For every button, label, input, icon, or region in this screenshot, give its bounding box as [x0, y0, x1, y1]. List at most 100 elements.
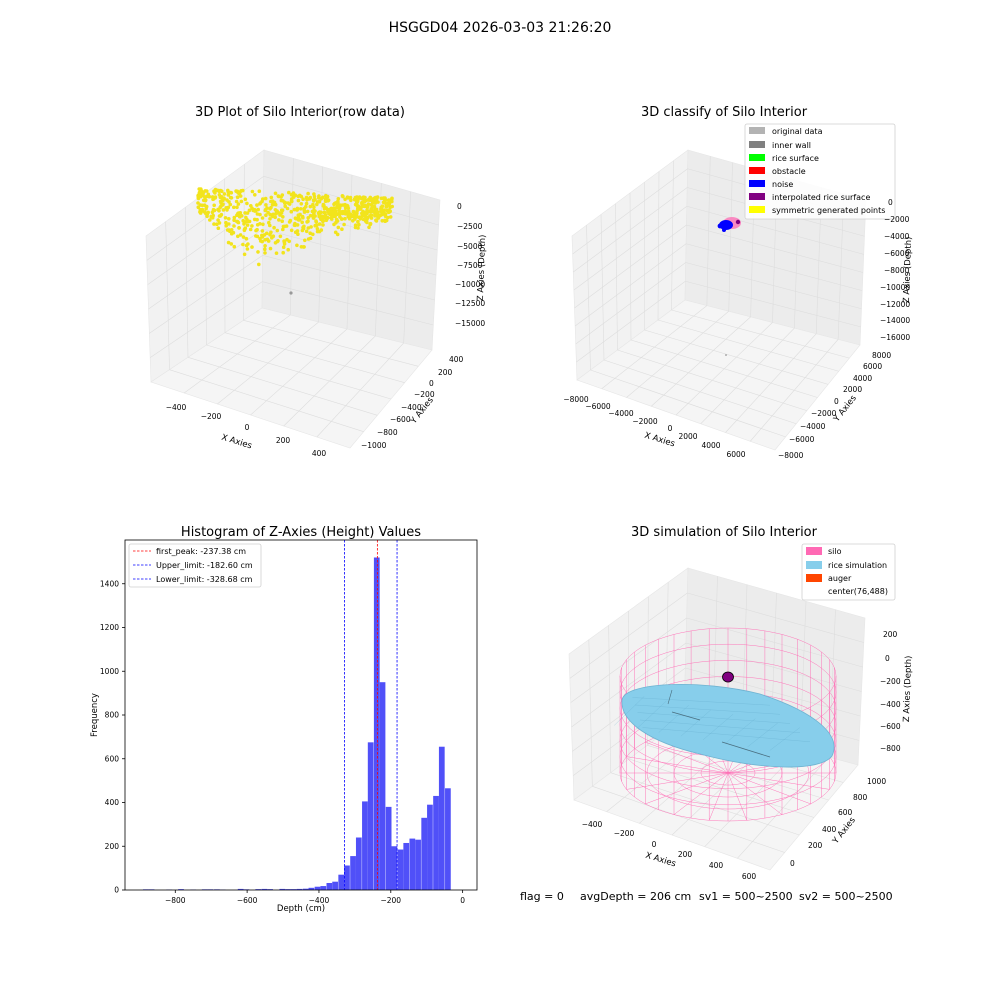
histogram-x-tick-label: −600: [237, 896, 258, 905]
raw-data-point: [220, 203, 225, 207]
raw-data-point: [255, 203, 259, 207]
raw-data-point: [218, 195, 223, 199]
raw-data-point: [242, 252, 247, 257]
raw-data-point: [222, 192, 227, 196]
classify-z-tick: −10000: [880, 283, 910, 292]
raw-z-tick: −10000: [455, 280, 485, 289]
raw-data-point: [236, 202, 241, 206]
raw-y-tick: −600: [390, 415, 411, 424]
classify-x-label: X Axies: [643, 431, 676, 450]
pane-grid-line: [574, 243, 687, 327]
pane-grid-line: [725, 333, 817, 433]
raw-data-point: [276, 239, 280, 243]
raw-data-point: [369, 216, 374, 220]
raw-data-point: [390, 196, 394, 201]
pane-grid-line: [686, 243, 863, 291]
raw-data-point: [228, 190, 233, 195]
histogram-bar: [415, 839, 421, 890]
raw-data-point: [309, 225, 313, 229]
raw-data-point: [260, 233, 264, 238]
raw-data-point: [286, 247, 291, 252]
raw-data-point: [204, 189, 209, 193]
raw-data-point: [225, 198, 229, 202]
raw-data-point: [284, 224, 289, 228]
raw-data-point: [379, 208, 383, 212]
raw-data-point: [246, 242, 250, 246]
raw-data-point: [228, 195, 233, 200]
raw-data-point: [387, 203, 391, 207]
raw-data-point: [239, 199, 244, 204]
classify-x-tick: −4000: [608, 409, 634, 418]
raw-data-point: [244, 236, 249, 241]
silo-wire: [619, 692, 837, 789]
raw-data-point: [201, 191, 205, 195]
raw-data-point: [390, 204, 395, 209]
classify-legend: original data inner wall rice surface ob…: [744, 123, 896, 220]
raw-data-point: [257, 262, 261, 267]
classify-noise-point: [717, 223, 723, 229]
histogram-bar: [421, 817, 428, 890]
raw-data-point: [280, 219, 285, 223]
raw-data-point: [268, 246, 273, 251]
raw-data-point: [305, 220, 309, 224]
raw-data-point: [205, 214, 209, 219]
raw-data-point: [321, 195, 325, 200]
raw-data-point: [299, 202, 304, 206]
raw-data-point: [365, 208, 369, 212]
histogram-y-tick-label: 1200: [100, 623, 119, 632]
raw-data-point: [380, 211, 385, 215]
legend-rice-simulation: rice simulation: [828, 561, 887, 570]
raw-data-point: [289, 209, 294, 214]
raw-data-point: [382, 200, 387, 205]
raw-data-point: [241, 218, 245, 223]
legend-swatch-original: [749, 127, 765, 134]
raw-data-point: [315, 227, 320, 231]
histogram-bar: [320, 886, 327, 890]
raw-data-point: [263, 244, 267, 248]
raw-data-point: [218, 199, 223, 204]
raw-data-point: [250, 189, 255, 194]
raw-data-point: [374, 197, 379, 202]
classify-x-tick: −8000: [563, 395, 589, 404]
rice-surface-streak: [721, 741, 771, 758]
histogram-y-label: Frequency: [90, 693, 100, 737]
raw-data-point: [229, 242, 234, 246]
raw-data-point: [226, 188, 230, 193]
simulation-z-tick: −400: [880, 700, 901, 709]
raw-data-point: [315, 202, 319, 207]
raw-data-point: [340, 217, 344, 221]
raw-data-point: [196, 201, 200, 205]
raw-data-point: [268, 217, 272, 221]
classify-x-tick: 0: [668, 424, 673, 433]
raw-data-point: [211, 207, 216, 212]
raw-data-point: [279, 195, 283, 199]
raw-y-ticks: 400 200 0 −200 −400 −600 −800 −1000: [361, 355, 464, 450]
histogram-bar: [350, 856, 356, 890]
legend-swatch-inner-wall: [749, 141, 765, 148]
histogram-x-tick-label: −200: [380, 896, 401, 905]
simulation-y-tick: 800: [853, 793, 868, 802]
raw-data-point: [248, 227, 253, 232]
raw-data-point: [239, 189, 243, 193]
raw-data-point: [332, 222, 336, 227]
raw-data-point: [383, 218, 387, 223]
raw-data-point: [356, 219, 360, 224]
raw-data-point: [331, 214, 335, 219]
legend-original-data: original data: [772, 127, 823, 136]
legend-obstacle: obstacle: [772, 167, 806, 176]
raw-data-point: [204, 206, 208, 211]
classify-x-tick: −6000: [585, 402, 611, 411]
histogram-bar: [178, 889, 184, 891]
silo-wire: [645, 772, 729, 805]
classify-noise-points: [719, 220, 733, 230]
raw-data-point: [296, 198, 301, 203]
raw-data-point: [349, 198, 353, 203]
histogram-plot: Histogram of Z-Axies (Height) Values −80…: [90, 525, 478, 914]
raw-data-point: [295, 206, 300, 211]
raw-data-point: [285, 237, 289, 242]
simulation-y-tick: 1000: [867, 777, 886, 786]
raw-data-point: [355, 203, 359, 207]
raw-y-tick: 200: [438, 368, 453, 377]
raw-data-point: [355, 196, 359, 200]
rice-surface-mesh: [614, 696, 811, 751]
